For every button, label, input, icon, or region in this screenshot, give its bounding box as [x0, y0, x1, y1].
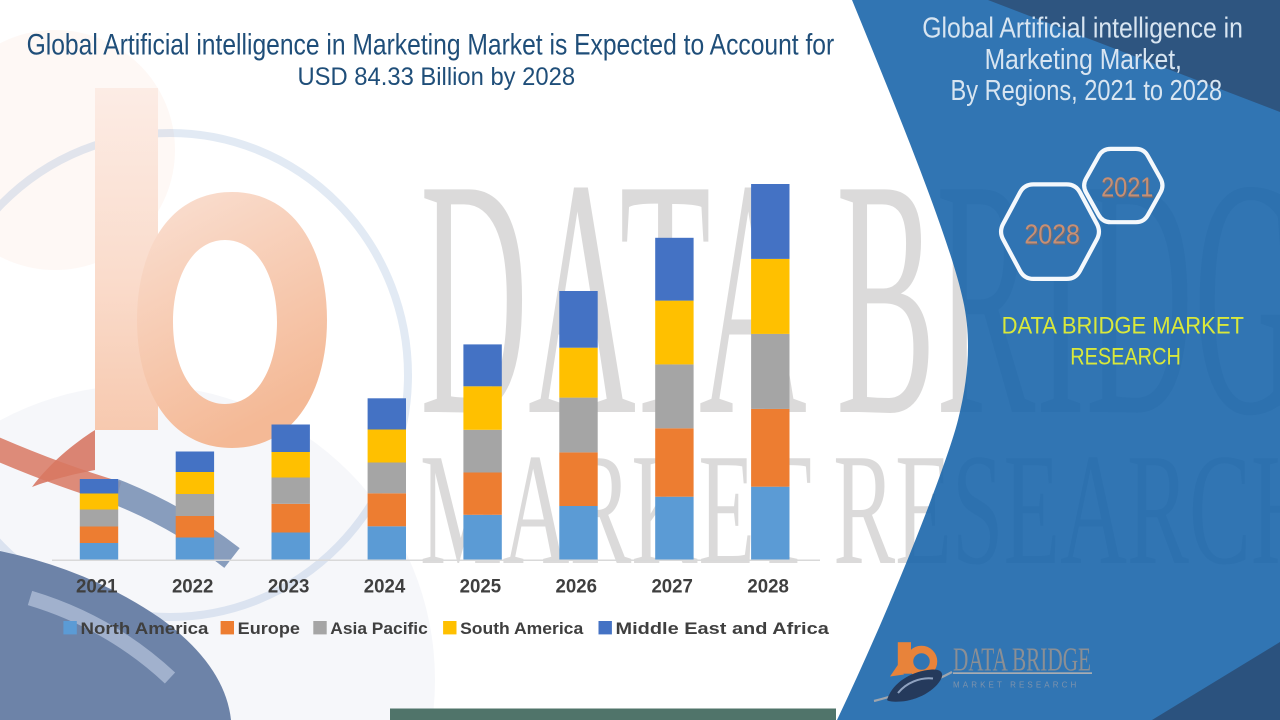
svg-text:2025: 2025	[460, 576, 502, 598]
svg-text:South America: South America	[460, 619, 584, 638]
svg-text:2028: 2028	[1024, 218, 1080, 250]
svg-text:RESEARCH: RESEARCH	[1070, 343, 1181, 370]
svg-text:2026: 2026	[556, 576, 598, 598]
svg-text:By Regions, 2021 to 2028: By Regions, 2021 to 2028	[951, 74, 1223, 107]
svg-text:Global Artificial intelligence: Global Artificial intelligence in	[922, 12, 1243, 44]
svg-text:DATA BRIDGE MARKET: DATA BRIDGE MARKET	[1002, 311, 1244, 338]
svg-text:2021: 2021	[1102, 174, 1154, 204]
svg-text:2024: 2024	[364, 576, 406, 598]
svg-text:2023: 2023	[268, 576, 310, 598]
svg-text:USD 84.33 Billion by 2028: USD 84.33 Billion by 2028	[298, 64, 576, 92]
svg-text:Europe: Europe	[238, 619, 300, 638]
svg-text:2022: 2022	[172, 576, 214, 598]
svg-text:2021: 2021	[1101, 173, 1153, 203]
svg-text:2027: 2027	[651, 576, 693, 598]
svg-text:2021: 2021	[76, 576, 118, 598]
svg-text:Asia Pacific: Asia Pacific	[330, 619, 428, 638]
svg-text:Global Artificial intelligence: Global Artificial intelligence in Market…	[27, 27, 835, 61]
svg-text:MARKET RESEARCH: MARKET RESEARCH	[953, 681, 1079, 690]
svg-text:Middle East and Africa: Middle East and Africa	[616, 619, 830, 638]
svg-text:North America: North America	[81, 619, 209, 638]
svg-text:DATA BRIDGE: DATA BRIDGE	[953, 642, 1091, 679]
svg-text:2028: 2028	[747, 576, 789, 598]
svg-text:Marketing Market,: Marketing Market,	[985, 43, 1182, 75]
svg-text:2028: 2028	[1026, 220, 1082, 252]
